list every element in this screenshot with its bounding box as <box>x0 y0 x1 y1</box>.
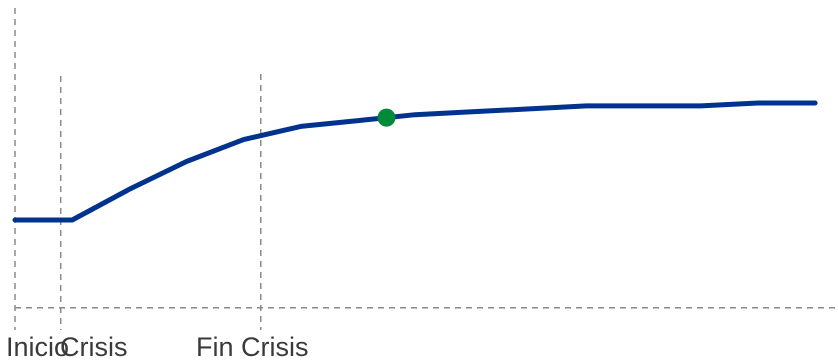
vertical-marker-label: Inicio <box>6 332 69 362</box>
series-line <box>12 100 818 223</box>
points-layer <box>377 108 396 127</box>
vertical-marker-label: Crisis <box>60 332 128 362</box>
highlight-point[interactable] <box>377 108 396 127</box>
vertical-marker-label: Fin Crisis <box>196 332 309 362</box>
guide-lines <box>14 8 838 330</box>
series-layer <box>12 100 818 223</box>
